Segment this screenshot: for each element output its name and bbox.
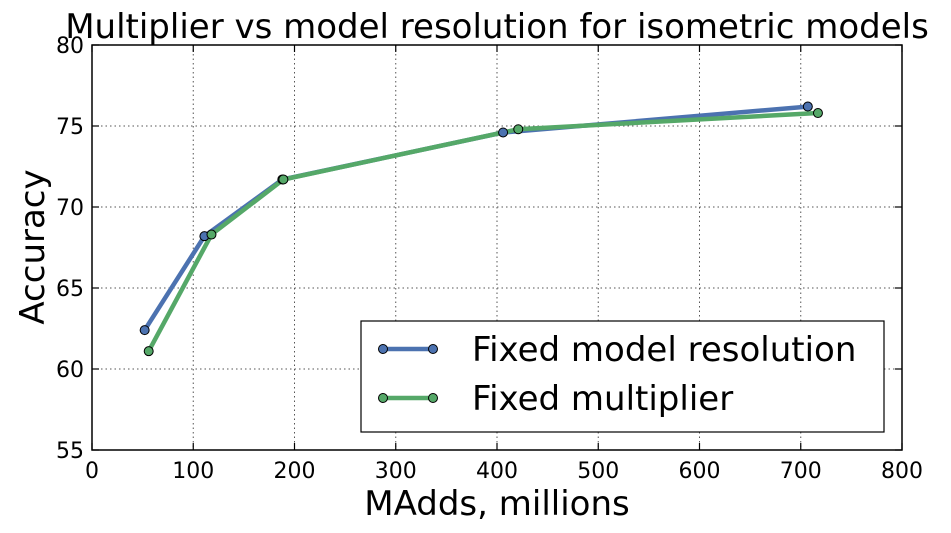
y-tick-label: 75	[56, 115, 84, 140]
data-point	[498, 127, 509, 138]
series-line-2	[146, 110, 821, 354]
data-point	[206, 229, 217, 240]
series-markers	[139, 101, 823, 357]
legend: Fixed model resolution Fixed multiplier	[360, 320, 885, 433]
data-point	[278, 174, 289, 185]
x-tick-label: 200	[274, 459, 316, 484]
series-lines	[142, 104, 821, 354]
data-point	[513, 124, 524, 135]
axis-ticks	[91, 44, 903, 451]
y-axis-label: Accuracy	[13, 169, 53, 324]
data-point	[802, 101, 813, 112]
x-tick-label: 0	[85, 459, 99, 484]
legend-label-1: Fixed model resolution	[472, 330, 856, 370]
legend-entries: Fixed model resolution Fixed multiplier	[378, 330, 856, 419]
x-axis-label: MAdds, millions	[364, 484, 629, 524]
x-tick-labels: 0 100 200 300 400 500 600 700 800	[85, 459, 923, 484]
x-tick-label: 400	[476, 459, 518, 484]
x-tick-label: 800	[881, 459, 923, 484]
legend-marker	[428, 393, 438, 403]
x-tick-label: 600	[679, 459, 721, 484]
y-tick-label: 60	[56, 358, 84, 383]
legend-box	[360, 320, 885, 433]
gridlines	[92, 45, 902, 450]
x-tick-label: 500	[577, 459, 619, 484]
legend-marker	[428, 344, 438, 354]
legend-marker	[378, 393, 388, 403]
legend-label-2: Fixed multiplier	[472, 379, 733, 419]
y-tick-label: 80	[56, 34, 84, 59]
data-point	[139, 325, 150, 336]
x-tick-label: 100	[172, 459, 214, 484]
y-tick-label: 70	[56, 196, 84, 221]
y-tick-label: 65	[56, 277, 84, 302]
x-tick-label: 300	[375, 459, 417, 484]
data-point	[143, 346, 154, 357]
data-point	[812, 108, 823, 119]
x-tick-label: 700	[780, 459, 822, 484]
y-tick-labels: 55 60 65 70 75 80	[56, 34, 84, 464]
legend-marker	[378, 344, 388, 354]
y-tick-label: 55	[56, 439, 84, 464]
chart-title: Multiplier vs model resolution for isome…	[65, 7, 929, 47]
